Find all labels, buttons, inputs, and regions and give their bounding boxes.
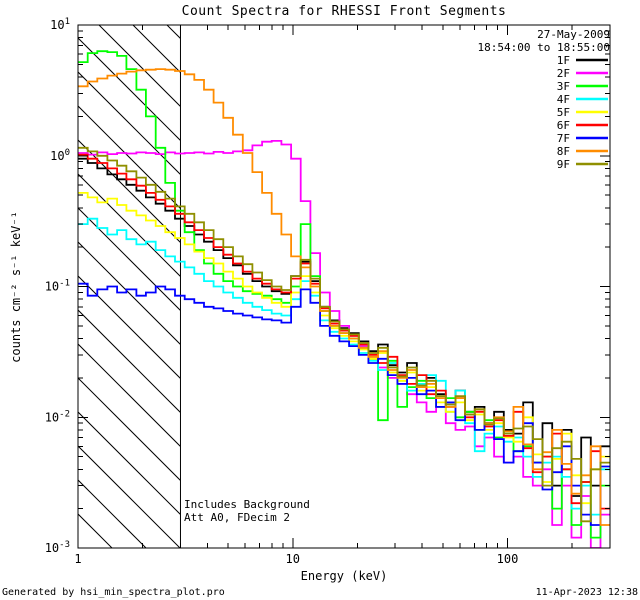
legend-label-6F: 6F — [557, 119, 570, 132]
chart-title: Count Spectra for RHESSI Front Segments — [181, 4, 507, 19]
series-line-6F — [78, 153, 610, 510]
y-tick-label: 10-1 — [45, 279, 70, 294]
legend-label-5F: 5F — [557, 106, 570, 119]
series-line-4F — [78, 217, 610, 516]
annotation-includes-background: Includes Background — [184, 498, 310, 511]
plot-annotations: Includes Background Att A0, FDecim 2 — [184, 498, 310, 524]
annotation-attenuator-state: Att A0, FDecim 2 — [184, 511, 290, 524]
y-tick-label: 100 — [50, 148, 70, 163]
series-line-7F — [78, 282, 610, 526]
y-tick-label: 10-3 — [45, 540, 70, 555]
x-tick-label: 10 — [286, 552, 300, 566]
axes — [77, 24, 611, 549]
observation-time-range: 18:54:00 to 18:55:00 — [477, 41, 610, 54]
series-line-8F — [78, 68, 610, 526]
series-line-2F — [78, 140, 610, 548]
legend-label-4F: 4F — [557, 93, 570, 106]
series-line-3F — [78, 50, 610, 539]
observation-header: 27-May-2009 18:54:00 to 18:55:00 — [478, 28, 610, 54]
y-tick-label: 10-2 — [45, 409, 70, 424]
series-line-5F — [78, 192, 610, 505]
observation-date: 27-May-2009 — [537, 28, 610, 41]
spectra-series — [78, 50, 610, 548]
series-line-1F — [78, 157, 610, 497]
legend-label-1F: 1F — [557, 54, 570, 67]
tick-labels: 1 10 100 101 100 10-1 10-2 10-3 — [45, 17, 519, 566]
legend-label-8F: 8F — [557, 145, 570, 158]
footer-generator: Generated by hsi_min_spectra_plot.pro — [2, 587, 225, 598]
y-axis-label: counts cm⁻² s⁻¹ keV⁻¹ — [9, 211, 23, 363]
legend-label-2F: 2F — [557, 67, 570, 80]
y-tick-label: 101 — [50, 17, 70, 32]
legend-label-9F: 9F — [557, 158, 570, 171]
footer-timestamp: 11-Apr-2023 12:38 — [535, 587, 638, 598]
legend-label-7F: 7F — [557, 132, 570, 145]
legend-label-3F: 3F — [557, 80, 570, 93]
series-line-9F — [78, 146, 610, 523]
x-tick-label: 100 — [497, 552, 519, 566]
x-tick-label: 1 — [74, 552, 81, 566]
x-axis-label: Energy (keV) — [300, 569, 388, 583]
